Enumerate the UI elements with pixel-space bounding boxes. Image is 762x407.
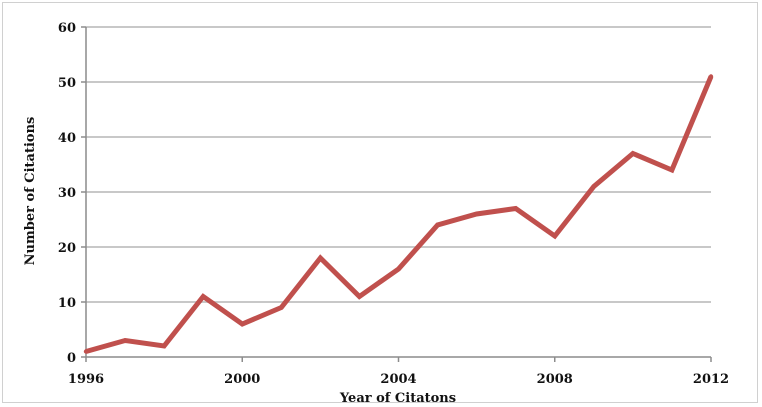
y-tick-label: 30 [58,186,76,201]
y-tick-label: 0 [67,351,76,366]
data-point [83,349,89,354]
data-point [513,206,518,211]
data-point [474,211,479,217]
axes [81,26,712,362]
data-point [552,233,557,239]
data-point [122,338,128,343]
y-tick-labels: 0 10 20 30 40 50 60 [58,21,76,366]
series-layer [83,74,714,354]
x-axis-title: Year of Citatons [339,391,456,406]
y-tick-label: 40 [58,131,76,146]
data-point [396,266,401,272]
data-point [708,74,714,79]
data-point [591,184,597,189]
x-tick-label: 2004 [380,372,416,387]
data-point [435,222,440,228]
chart-frame [2,2,758,403]
x-tick-label: 1996 [68,372,104,387]
data-point [240,321,245,327]
data-point [200,294,206,299]
y-tick-label: 10 [58,296,76,311]
y-axis-title: Number of Citations [23,117,38,266]
x-tick-label: 2000 [224,372,260,387]
x-tick-label: 2008 [537,372,573,387]
gridlines [86,26,711,303]
y-tick-label: 20 [58,241,76,256]
series-line [85,75,714,354]
data-point [279,305,284,310]
data-point [161,343,167,349]
x-tick-labels: 1996 2000 2004 2008 2012 [68,372,729,387]
data-point [318,255,323,261]
data-point [357,294,362,299]
data-point [669,167,675,173]
data-point [630,151,636,156]
x-tick-label: 2012 [693,372,729,387]
y-tick-label: 60 [58,21,76,36]
y-tick-label: 50 [58,76,76,91]
